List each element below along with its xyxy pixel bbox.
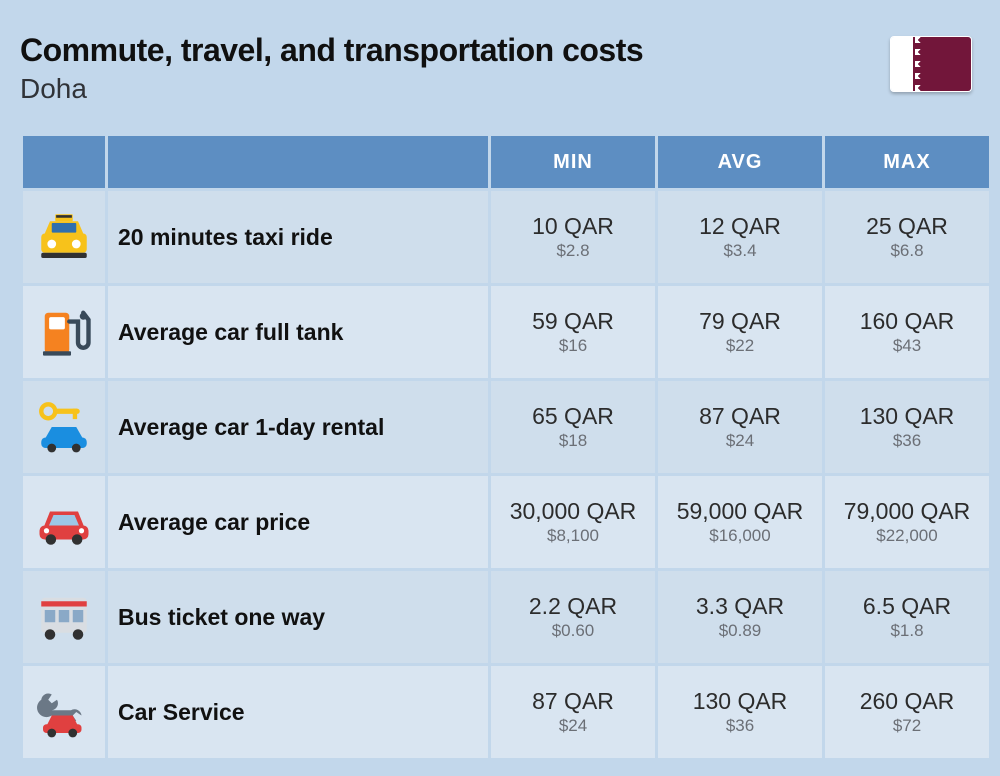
titles: Commute, travel, and transportation cost… [20, 32, 890, 105]
table-row: 20 minutes taxi ride 10 QAR$2.8 12 QAR$3… [23, 191, 989, 283]
page-subtitle: Doha [20, 73, 890, 105]
cell-avg: 130 QAR$36 [658, 666, 822, 758]
cell-avg: 87 QAR$24 [658, 381, 822, 473]
row-label: Average car full tank [108, 286, 488, 378]
cell-max: 260 QAR$72 [825, 666, 989, 758]
cell-min: 10 QAR$2.8 [491, 191, 655, 283]
header-min: MIN [491, 136, 655, 188]
car-service-icon [23, 666, 105, 758]
qatar-flag-icon [890, 36, 972, 92]
header-blank-label [108, 136, 488, 188]
row-label: Average car price [108, 476, 488, 568]
page-title: Commute, travel, and transportation cost… [20, 32, 890, 69]
cell-max: 6.5 QAR$1.8 [825, 571, 989, 663]
cell-min: 30,000 QAR$8,100 [491, 476, 655, 568]
car-icon [23, 476, 105, 568]
costs-table: MIN AVG MAX 20 [20, 133, 992, 761]
cell-max: 79,000 QAR$22,000 [825, 476, 989, 568]
cell-min: 87 QAR$24 [491, 666, 655, 758]
table-row: Average car price 30,000 QAR$8,100 59,00… [23, 476, 989, 568]
bus-icon [23, 571, 105, 663]
table-row: Average car 1-day rental 65 QAR$18 87 QA… [23, 381, 989, 473]
cell-avg: 79 QAR$22 [658, 286, 822, 378]
row-label: Car Service [108, 666, 488, 758]
header-avg: AVG [658, 136, 822, 188]
table-row: Car Service 87 QAR$24 130 QAR$36 260 QAR… [23, 666, 989, 758]
cell-avg: 12 QAR$3.4 [658, 191, 822, 283]
cell-avg: 59,000 QAR$16,000 [658, 476, 822, 568]
row-label: Bus ticket one way [108, 571, 488, 663]
cell-avg: 3.3 QAR$0.89 [658, 571, 822, 663]
header: Commute, travel, and transportation cost… [20, 32, 980, 105]
row-label: Average car 1-day rental [108, 381, 488, 473]
row-label: 20 minutes taxi ride [108, 191, 488, 283]
cell-max: 160 QAR$43 [825, 286, 989, 378]
cell-min: 59 QAR$16 [491, 286, 655, 378]
header-max: MAX [825, 136, 989, 188]
page: Commute, travel, and transportation cost… [0, 0, 1000, 761]
cell-max: 25 QAR$6.8 [825, 191, 989, 283]
table-header-row: MIN AVG MAX [23, 136, 989, 188]
cell-max: 130 QAR$36 [825, 381, 989, 473]
table-row: Bus ticket one way 2.2 QAR$0.60 3.3 QAR$… [23, 571, 989, 663]
cell-min: 2.2 QAR$0.60 [491, 571, 655, 663]
fuel-pump-icon [23, 286, 105, 378]
table-row: Average car full tank 59 QAR$16 79 QAR$2… [23, 286, 989, 378]
header-blank-icon [23, 136, 105, 188]
cell-min: 65 QAR$18 [491, 381, 655, 473]
car-rental-icon [23, 381, 105, 473]
taxi-icon [23, 191, 105, 283]
